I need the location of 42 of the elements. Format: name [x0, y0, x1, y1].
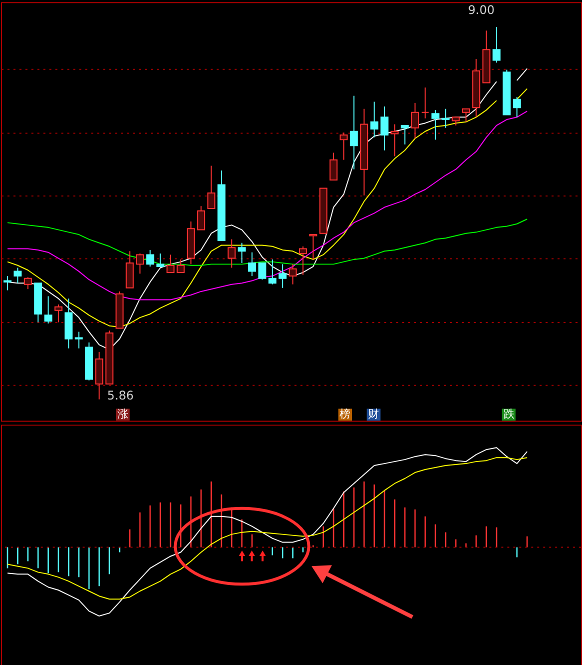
candlestick [238, 242, 246, 264]
candlestick [4, 276, 12, 291]
candlestick [350, 95, 358, 170]
candlestick [370, 101, 378, 138]
candlestick [54, 304, 62, 323]
candlestick [44, 296, 52, 324]
candlestick [207, 165, 216, 209]
candlestick [340, 132, 348, 160]
annotation: 9.00 [468, 3, 495, 18]
candlestick [431, 110, 440, 140]
candlestick [298, 246, 307, 276]
candlestick [288, 264, 297, 285]
candlestick [421, 87, 430, 119]
candlestick [462, 108, 470, 122]
annotation: 榜 [340, 408, 351, 421]
candlestick [411, 102, 420, 139]
candlestick [146, 249, 154, 268]
candlestick [390, 124, 399, 157]
candlestick [380, 106, 388, 151]
candlestick [512, 96, 521, 118]
candlestick [492, 26, 501, 64]
annotation: 财 [368, 408, 380, 421]
candlestick [156, 253, 164, 268]
annotation: 涨 [117, 408, 128, 421]
candlestick [74, 331, 83, 349]
candlestick [309, 234, 318, 260]
annotation: 5.86 [107, 388, 134, 402]
candlestick [248, 252, 256, 277]
candlestick [268, 258, 276, 285]
candlestick [258, 262, 266, 280]
annotation: 跌 [503, 408, 514, 421]
candlestick [197, 206, 206, 230]
candlestick [136, 253, 144, 274]
candlestick [166, 254, 175, 273]
candlestick [278, 264, 287, 288]
candlestick [330, 152, 338, 180]
candlestick [24, 276, 32, 290]
candlestick [14, 267, 22, 284]
candlestick [176, 258, 185, 273]
candlestick [442, 108, 450, 128]
candlestick [400, 124, 409, 145]
candlestick [228, 238, 236, 268]
